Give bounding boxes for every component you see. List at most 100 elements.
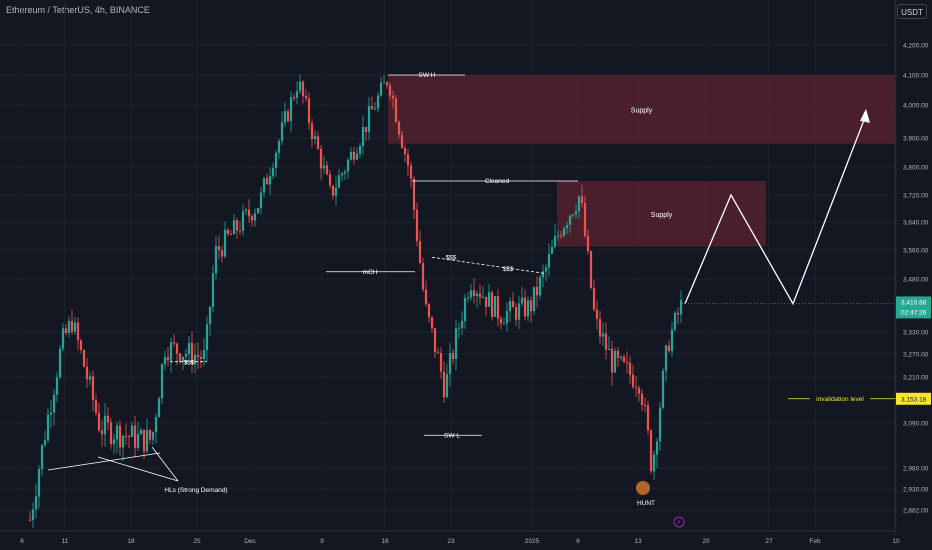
candle-body [460, 321, 464, 328]
x-tick-label: 2025 [525, 538, 540, 545]
candle-body [493, 296, 497, 317]
candle-body [622, 356, 626, 362]
candle-body [97, 412, 101, 431]
y-tick-label: 4,200.00 [903, 43, 929, 50]
candle-body [256, 208, 260, 214]
candle-body [133, 425, 137, 448]
y-tick-label: 3,210.00 [903, 375, 929, 382]
candle-body [394, 98, 398, 122]
candle-body [244, 209, 248, 212]
candle-body [382, 82, 386, 84]
candle-body [517, 303, 521, 320]
candle-body [472, 290, 476, 296]
candle-body [49, 412, 53, 415]
candle-body [31, 509, 35, 520]
candle-body [298, 81, 302, 92]
candle-body [388, 85, 392, 96]
candle-body [400, 134, 404, 148]
candle-body [490, 292, 494, 317]
candle-body [28, 519, 32, 521]
candle-body [238, 230, 242, 232]
candle-body [172, 342, 176, 344]
candle-body [478, 293, 482, 298]
candle-body [130, 425, 134, 437]
candle-body [649, 430, 653, 472]
y-tick-label: 3,560.00 [903, 248, 929, 255]
candle-body [427, 304, 431, 318]
candle-body [343, 171, 347, 174]
candle-body [127, 436, 131, 438]
candle-body [82, 350, 86, 367]
candle-body [67, 321, 71, 333]
candle-body [211, 273, 215, 307]
candle-body [235, 220, 239, 231]
candle-body [301, 81, 305, 97]
candle-body [328, 174, 332, 186]
candle-body [442, 371, 446, 398]
projection-arrowhead [860, 108, 870, 123]
candle-body [535, 286, 539, 296]
candle-body [184, 353, 188, 357]
candle-body [205, 324, 209, 351]
candle-body [577, 196, 581, 212]
candle-body [601, 333, 605, 337]
candle-body [436, 352, 440, 354]
candle-body [307, 98, 311, 124]
candle-body [586, 235, 590, 252]
candle-body [124, 435, 128, 437]
candle-body [451, 353, 455, 359]
candle-body [223, 229, 227, 257]
candle-body [115, 425, 119, 440]
supply-zone [388, 75, 895, 144]
hl-line-1 [97, 456, 179, 482]
candle-body [568, 215, 572, 225]
candle-body [679, 299, 683, 315]
candle-body [250, 216, 254, 221]
x-tick-label: 13 [634, 538, 642, 545]
x-tick-label: 6 [20, 538, 24, 545]
candle-body [583, 203, 587, 236]
candlesticks [28, 74, 683, 528]
candle-body [178, 353, 182, 362]
candle-body [91, 376, 95, 401]
candle-body [232, 220, 236, 235]
candle-body [379, 82, 383, 96]
x-tick-label: 10 [892, 538, 900, 545]
candle-body [571, 214, 575, 216]
candle-body [148, 429, 152, 440]
candle-body [289, 97, 293, 122]
candle-body [367, 106, 371, 132]
candle-body [640, 393, 644, 406]
candle-body [52, 394, 56, 413]
candle-body [598, 318, 602, 337]
candle-body [526, 300, 530, 317]
candle-body [373, 108, 377, 110]
lightning-icon: ⚡ [677, 519, 682, 527]
candle-body [439, 352, 443, 372]
candle-body [481, 296, 485, 298]
currency-badge[interactable]: USDT [897, 4, 927, 19]
x-tick-label: 27 [765, 538, 773, 545]
candle-body [169, 342, 173, 361]
candle-body [88, 376, 92, 380]
candle-body [220, 250, 224, 257]
y-tick-label: 3,480.00 [903, 277, 929, 284]
candle-body [118, 425, 122, 448]
invalidation-price-badge [896, 392, 931, 405]
candle-body [85, 366, 89, 380]
candle-body [565, 224, 569, 229]
candle-body [616, 350, 620, 359]
candle-body [109, 422, 113, 445]
x-tick-label: 16 [381, 538, 389, 545]
candle-body [553, 235, 557, 247]
annotations: SW H Cleaned mCH $$$ $$$ $$$ SW L HLs (Strong D… [47, 72, 896, 528]
candle-body [151, 432, 155, 440]
candle-body [655, 441, 659, 455]
candle-body [103, 415, 107, 435]
candle-body [403, 147, 407, 155]
candle-body [349, 151, 353, 160]
candle-body [295, 91, 299, 98]
candle-body [673, 312, 677, 330]
candle-body [562, 228, 566, 236]
